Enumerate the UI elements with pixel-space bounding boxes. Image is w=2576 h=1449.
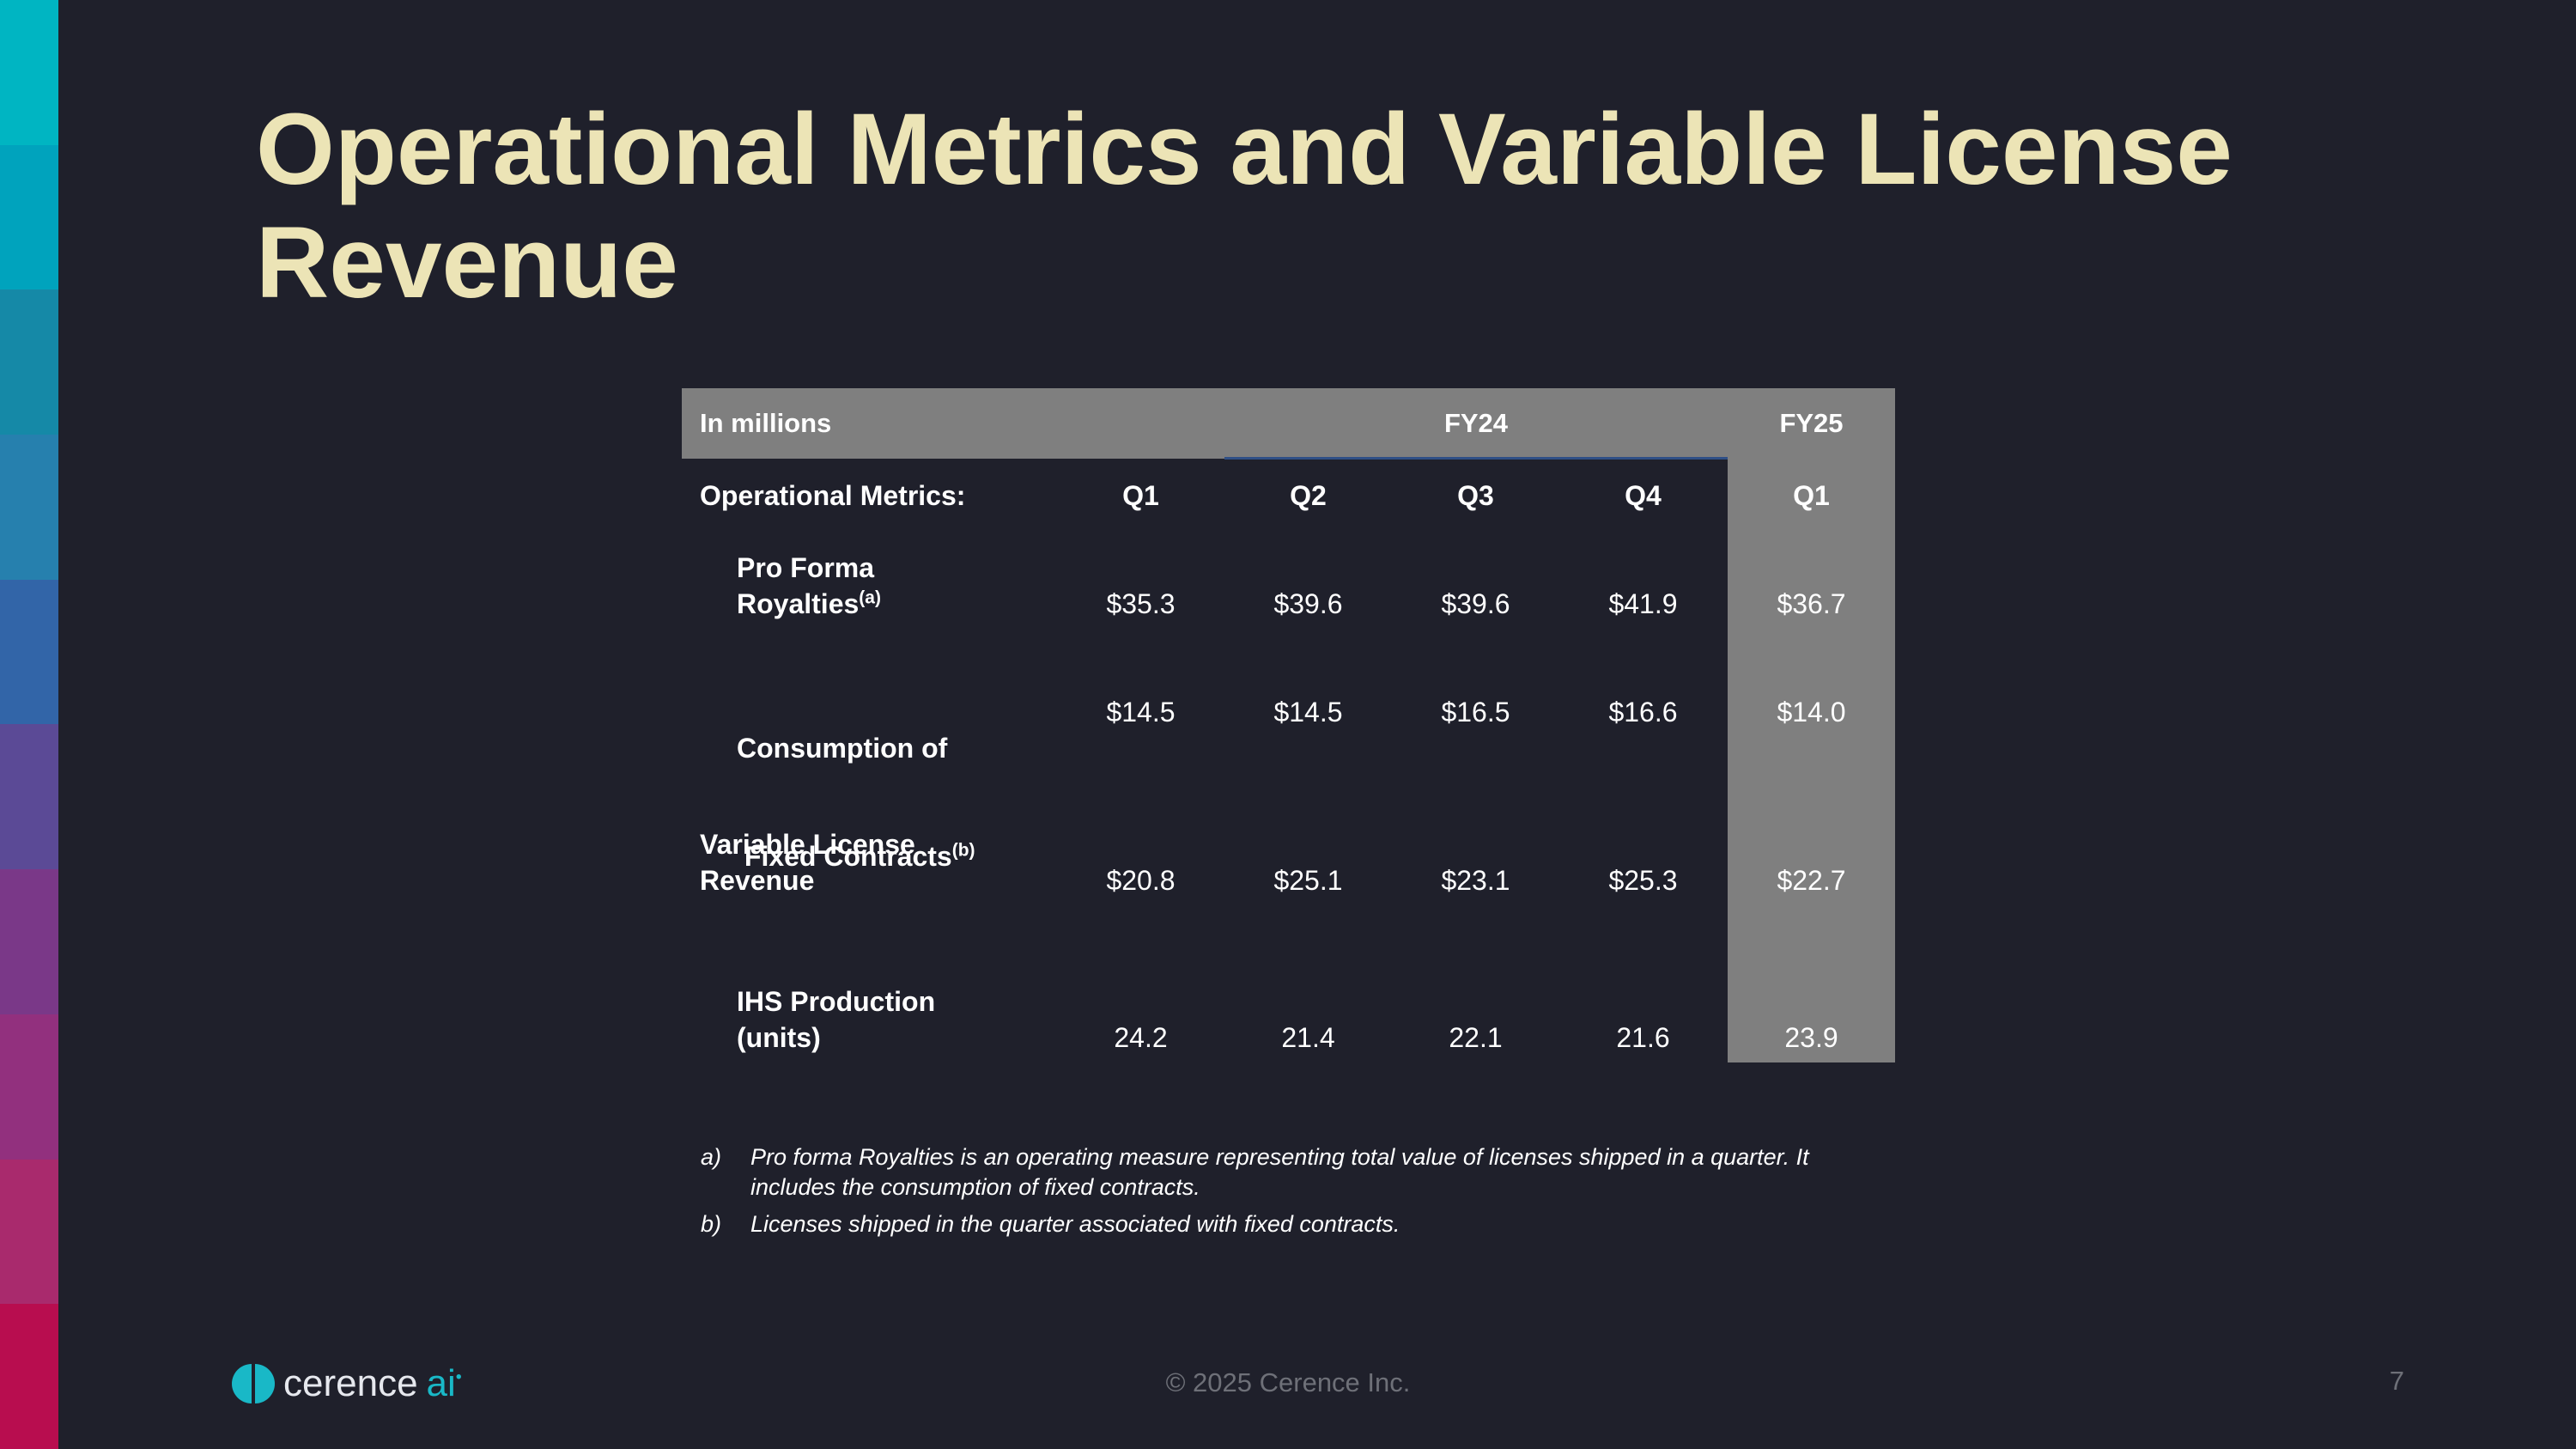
color-bar-segment bbox=[0, 1159, 58, 1305]
table-cell: $14.0 bbox=[1777, 697, 1846, 728]
table-cell: $16.5 bbox=[1441, 697, 1510, 728]
logo-ai: ai• bbox=[427, 1362, 462, 1405]
row-label-line-text: Fixed Contracts bbox=[737, 841, 952, 872]
color-bar-segment bbox=[0, 144, 58, 290]
footnote-text: Licenses shipped in the quarter associat… bbox=[750, 1211, 1400, 1237]
logo-wordmark: cerence bbox=[283, 1362, 418, 1404]
metrics-label: Operational Metrics: bbox=[700, 480, 966, 511]
row-label-consumption-of-fixed-contracts: Consumption of Fixed Contracts(b) bbox=[737, 658, 1063, 947]
color-bar-segment bbox=[0, 289, 58, 435]
footnote-mark: a) bbox=[701, 1144, 722, 1170]
row-label-line: Pro Forma bbox=[737, 552, 875, 583]
footnote-marker: (b) bbox=[951, 840, 975, 861]
slide-title: Operational Metrics and Variable License… bbox=[256, 93, 2233, 320]
row-label-line: Revenue bbox=[700, 865, 815, 896]
row-label-variable-license-revenue: Variable License Revenue bbox=[700, 826, 1026, 898]
quarter-header: Q1 bbox=[1122, 480, 1159, 511]
footnote-mark: b) bbox=[701, 1211, 722, 1237]
logo-ai-text: ai bbox=[426, 1362, 456, 1404]
color-bar-segment bbox=[0, 435, 58, 580]
table-cell: 21.6 bbox=[1616, 1022, 1670, 1053]
logo-dot-icon: • bbox=[455, 1367, 462, 1387]
quarter-header: Q1 bbox=[1793, 480, 1830, 511]
table-cell: $14.5 bbox=[1106, 697, 1176, 728]
fy25-header: FY25 bbox=[1779, 408, 1844, 438]
table-cell: $36.7 bbox=[1777, 588, 1846, 619]
quarter-header: Q4 bbox=[1625, 480, 1662, 511]
table-cell: $14.5 bbox=[1273, 697, 1343, 728]
color-bar-segment bbox=[0, 0, 58, 145]
table-cell: $20.8 bbox=[1106, 865, 1176, 896]
cerence-logo: cerence ai• bbox=[232, 1361, 462, 1406]
fy24-header: FY24 bbox=[1443, 408, 1509, 438]
table-cell: $23.1 bbox=[1441, 865, 1510, 896]
table-cell: 23.9 bbox=[1784, 1022, 1838, 1053]
table-cell: 21.4 bbox=[1281, 1022, 1335, 1053]
table-cell: $39.6 bbox=[1273, 588, 1343, 619]
unit-label: In millions bbox=[700, 408, 832, 438]
row-label-line-text: Royalties bbox=[737, 588, 860, 619]
side-color-bar bbox=[0, 0, 58, 1449]
table-cell: $39.6 bbox=[1441, 588, 1510, 619]
row-label-line: Royalties(a) bbox=[737, 586, 1063, 622]
row-label-line: Consumption of bbox=[737, 733, 948, 764]
footnote-text: Pro forma Royalties is an operating meas… bbox=[750, 1144, 1809, 1200]
footnotes: a) Pro forma Royalties is an operating m… bbox=[701, 1142, 1886, 1246]
color-bar-segment bbox=[0, 724, 58, 870]
row-label-line: Variable License bbox=[700, 829, 915, 860]
page-number: 7 bbox=[2389, 1366, 2404, 1396]
footnote-marker: (a) bbox=[859, 588, 881, 608]
row-label-line: Fixed Contracts(b) bbox=[737, 838, 1063, 874]
cerence-logo-icon bbox=[232, 1364, 275, 1403]
copyright: © 2025 Cerence Inc. bbox=[1165, 1367, 1411, 1397]
row-label-line: IHS Production bbox=[737, 986, 936, 1017]
footnote: a) Pro forma Royalties is an operating m… bbox=[701, 1142, 1886, 1202]
table-cell: 24.2 bbox=[1114, 1022, 1168, 1053]
table-cell: $41.9 bbox=[1608, 588, 1678, 619]
quarter-header: Q3 bbox=[1457, 480, 1494, 511]
footnote: b) Licenses shipped in the quarter assoc… bbox=[701, 1209, 1886, 1239]
table-cell: $35.3 bbox=[1106, 588, 1176, 619]
table-cell: $22.7 bbox=[1777, 865, 1846, 896]
table-cell: $25.1 bbox=[1273, 865, 1343, 896]
fy24-underline bbox=[1224, 457, 1728, 460]
color-bar-segment bbox=[0, 579, 58, 725]
color-bar-segment bbox=[0, 869, 58, 1014]
metrics-table: In millions FY24 FY25 Operational Metric… bbox=[682, 388, 1895, 1062]
table-cell: $16.6 bbox=[1608, 697, 1678, 728]
table-header-band bbox=[682, 388, 1895, 459]
fy25-column-shade bbox=[1728, 388, 1895, 1062]
row-label-ihs-production: IHS Production (units) bbox=[737, 983, 1063, 1056]
quarter-header: Q2 bbox=[1290, 480, 1327, 511]
table-cell: $25.3 bbox=[1608, 865, 1678, 896]
row-label-pro-forma-royalties: Pro Forma Royalties(a) bbox=[737, 550, 1063, 622]
color-bar-segment bbox=[0, 1014, 58, 1160]
row-label-line: (units) bbox=[737, 1022, 821, 1053]
table-cell: 22.1 bbox=[1449, 1022, 1503, 1053]
color-bar-segment bbox=[0, 1304, 58, 1449]
